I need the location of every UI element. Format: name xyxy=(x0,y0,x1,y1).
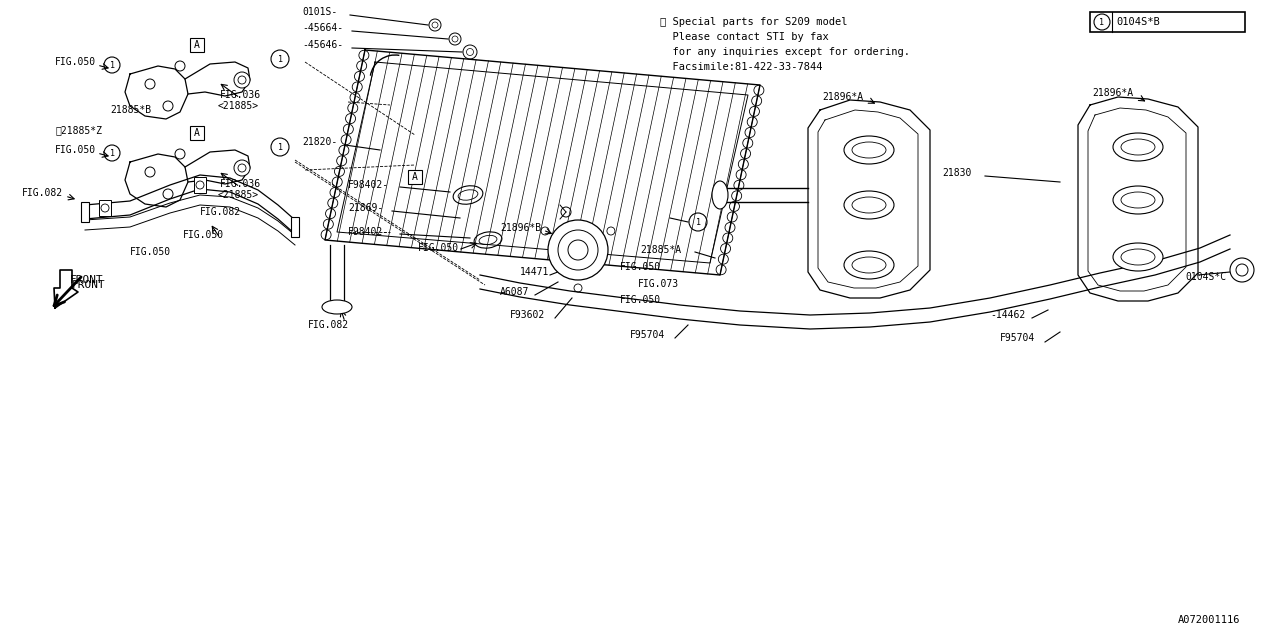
Text: 0104S*C: 0104S*C xyxy=(1185,272,1226,282)
Ellipse shape xyxy=(844,191,893,219)
Text: 21830: 21830 xyxy=(942,168,972,178)
Text: Facsimile:81-422-33-7844: Facsimile:81-422-33-7844 xyxy=(660,62,823,72)
Ellipse shape xyxy=(1114,133,1164,161)
Bar xyxy=(408,170,422,184)
Ellipse shape xyxy=(712,181,728,209)
Text: FIG.050: FIG.050 xyxy=(131,247,172,257)
Text: F98402-: F98402- xyxy=(348,227,389,237)
Text: 21885*A: 21885*A xyxy=(640,245,681,255)
Text: 1: 1 xyxy=(110,148,114,157)
Text: FRONT: FRONT xyxy=(72,280,106,290)
Text: F95704: F95704 xyxy=(630,330,666,340)
Bar xyxy=(291,217,300,237)
Ellipse shape xyxy=(852,142,886,158)
Text: FIG.082: FIG.082 xyxy=(308,320,349,330)
Text: FRONT: FRONT xyxy=(70,275,104,285)
Text: Please contact STI by fax: Please contact STI by fax xyxy=(660,32,828,42)
Text: 21885*B: 21885*B xyxy=(110,105,151,115)
Text: -45646-: -45646- xyxy=(302,40,343,50)
Text: FIG.050: FIG.050 xyxy=(620,295,662,305)
Text: 21896*A: 21896*A xyxy=(1092,88,1133,98)
Text: FIG.082: FIG.082 xyxy=(22,188,63,198)
Circle shape xyxy=(145,79,155,89)
Bar xyxy=(81,202,90,222)
Text: A072001116: A072001116 xyxy=(1178,615,1240,625)
Text: 1: 1 xyxy=(278,143,283,152)
Text: FIG.050: FIG.050 xyxy=(419,243,460,253)
Ellipse shape xyxy=(844,251,893,279)
Circle shape xyxy=(145,167,155,177)
Ellipse shape xyxy=(323,300,352,314)
Text: A: A xyxy=(195,128,200,138)
Text: F93602: F93602 xyxy=(509,310,545,320)
Text: FIG.050: FIG.050 xyxy=(55,57,96,67)
Text: 21896*A: 21896*A xyxy=(822,92,863,102)
Bar xyxy=(195,177,206,193)
Circle shape xyxy=(1230,258,1254,282)
Text: FIG.036: FIG.036 xyxy=(220,179,261,189)
Ellipse shape xyxy=(1121,192,1155,208)
Circle shape xyxy=(163,101,173,111)
Circle shape xyxy=(234,160,250,176)
Bar xyxy=(1091,12,1245,32)
Bar xyxy=(99,200,111,216)
Text: FIG.050: FIG.050 xyxy=(183,230,224,240)
Text: <21885>: <21885> xyxy=(218,190,259,200)
Circle shape xyxy=(175,61,186,71)
Text: 0101S-: 0101S- xyxy=(302,7,337,17)
Circle shape xyxy=(568,240,588,260)
Text: A: A xyxy=(195,40,200,50)
Text: 1: 1 xyxy=(1100,17,1105,26)
Ellipse shape xyxy=(1121,139,1155,155)
Text: 14471: 14471 xyxy=(520,267,549,277)
Text: 0104S*B: 0104S*B xyxy=(1116,17,1160,27)
Circle shape xyxy=(234,72,250,88)
Text: 1: 1 xyxy=(278,54,283,63)
Ellipse shape xyxy=(844,136,893,164)
Text: ※21885*Z: ※21885*Z xyxy=(55,125,102,135)
Text: FIG.050: FIG.050 xyxy=(55,145,96,155)
Text: FIG.036: FIG.036 xyxy=(220,90,261,100)
Ellipse shape xyxy=(1114,243,1164,271)
Text: 21820-: 21820- xyxy=(302,137,337,147)
Text: 1: 1 xyxy=(695,218,700,227)
Text: 21896*B: 21896*B xyxy=(500,223,541,233)
Ellipse shape xyxy=(852,197,886,213)
Circle shape xyxy=(175,149,186,159)
Text: for any inquiries except for ordering.: for any inquiries except for ordering. xyxy=(660,47,910,57)
Text: -45664-: -45664- xyxy=(302,23,343,33)
Text: A: A xyxy=(412,172,419,182)
Text: FIG.073: FIG.073 xyxy=(637,279,680,289)
Text: F95704: F95704 xyxy=(1000,333,1036,343)
Circle shape xyxy=(163,189,173,199)
Text: F98402-: F98402- xyxy=(348,180,389,190)
Text: FIG.082: FIG.082 xyxy=(200,207,241,217)
Text: FIG.050: FIG.050 xyxy=(620,262,662,272)
Text: 21869-: 21869- xyxy=(348,203,383,213)
Circle shape xyxy=(548,220,608,280)
Text: 1: 1 xyxy=(110,61,114,70)
Bar xyxy=(189,126,204,140)
Bar xyxy=(189,38,204,52)
Ellipse shape xyxy=(852,257,886,273)
Circle shape xyxy=(558,230,598,270)
Ellipse shape xyxy=(1114,186,1164,214)
Text: <21885>: <21885> xyxy=(218,101,259,111)
Text: -14462: -14462 xyxy=(989,310,1025,320)
Text: A6087: A6087 xyxy=(500,287,530,297)
Text: ※ Special parts for S209 model: ※ Special parts for S209 model xyxy=(660,17,847,27)
Ellipse shape xyxy=(1121,249,1155,265)
